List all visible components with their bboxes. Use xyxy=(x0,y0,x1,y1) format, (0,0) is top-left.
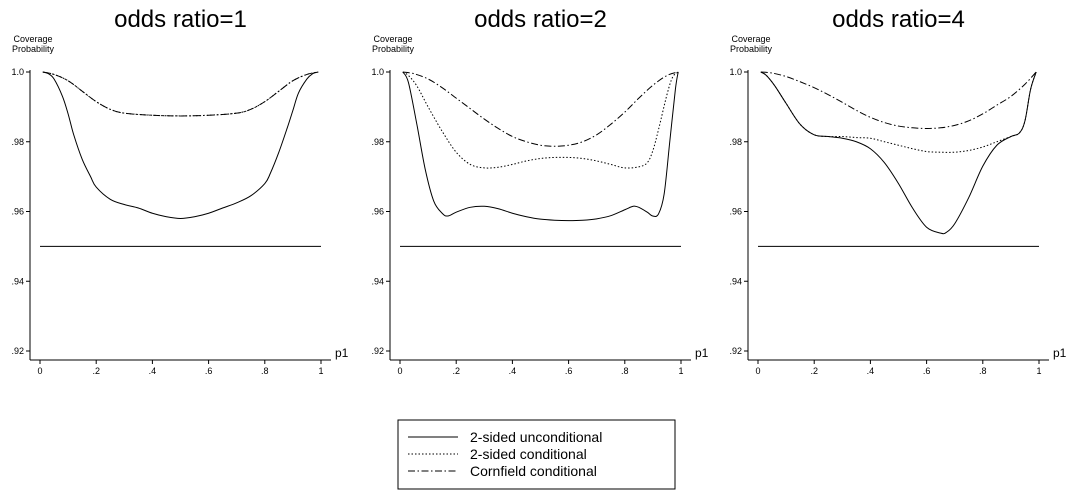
x-tick-label: 1 xyxy=(678,366,683,376)
y-tick-label: .98 xyxy=(729,137,742,147)
x-tick-label: .4 xyxy=(509,366,517,376)
y-tick-label: 1.0 xyxy=(729,67,742,77)
panel-title: odds ratio=1 xyxy=(114,6,247,33)
y-tick-label: .92 xyxy=(729,346,742,356)
y-tick-label: .94 xyxy=(729,276,742,286)
x-axis-label: p1 xyxy=(695,346,709,360)
x-tick-label: .4 xyxy=(149,366,157,376)
y-tick-label: .94 xyxy=(371,276,384,286)
series-line-dashdot xyxy=(760,71,1037,130)
panel-title: odds ratio=2 xyxy=(474,6,607,33)
series-line-solid xyxy=(42,71,319,219)
x-tick-label: .4 xyxy=(867,366,875,376)
x-tick-label: .8 xyxy=(979,366,987,376)
x-tick-label: 0 xyxy=(397,366,402,376)
y-tick-label: .98 xyxy=(11,137,24,147)
series-line-solid xyxy=(760,71,1037,235)
y-tick-label: .94 xyxy=(11,276,24,286)
y-axis-label: Probability xyxy=(372,44,415,54)
y-axis-label: Coverage xyxy=(13,34,52,44)
x-tick-label: .2 xyxy=(452,366,460,376)
y-tick-label: .96 xyxy=(11,207,24,217)
y-tick-label: .92 xyxy=(11,346,24,356)
y-tick-label: .92 xyxy=(371,346,384,356)
x-tick-label: 1 xyxy=(318,366,323,376)
y-axis-label: Coverage xyxy=(373,34,412,44)
x-tick-label: .2 xyxy=(92,366,100,376)
y-tick-label: .96 xyxy=(729,207,742,217)
x-tick-label: .2 xyxy=(810,366,818,376)
panel-title: odds ratio=4 xyxy=(832,6,965,33)
x-tick-label: .6 xyxy=(923,366,931,376)
y-tick-label: 1.0 xyxy=(371,67,384,77)
y-tick-label: .98 xyxy=(371,137,384,147)
series-line-dashdot xyxy=(42,71,319,117)
x-tick-label: .6 xyxy=(205,366,213,376)
legend-label: 2-sided unconditional xyxy=(470,429,602,445)
series-line-dotted xyxy=(42,71,319,117)
x-tick-label: 0 xyxy=(37,366,42,376)
x-axis-label: p1 xyxy=(1053,346,1067,360)
x-tick-label: 1 xyxy=(1036,366,1041,376)
y-tick-label: 1.0 xyxy=(11,67,24,77)
y-axis-label: Probability xyxy=(730,44,773,54)
series-line-dotted xyxy=(402,71,679,169)
x-tick-label: .8 xyxy=(621,366,629,376)
y-axis-label: Probability xyxy=(12,44,55,54)
x-tick-label: 0 xyxy=(755,366,760,376)
x-tick-label: .6 xyxy=(565,366,573,376)
series-line-dashdot xyxy=(402,71,679,147)
x-tick-label: .8 xyxy=(261,366,269,376)
series-line-dotted xyxy=(760,71,1037,153)
series-line-solid xyxy=(402,71,679,222)
x-axis-label: p1 xyxy=(335,346,349,360)
legend-label: Cornfield conditional xyxy=(470,463,597,479)
y-tick-label: .96 xyxy=(371,207,384,217)
y-axis-label: Coverage xyxy=(731,34,770,44)
legend-label: 2-sided conditional xyxy=(470,446,587,462)
